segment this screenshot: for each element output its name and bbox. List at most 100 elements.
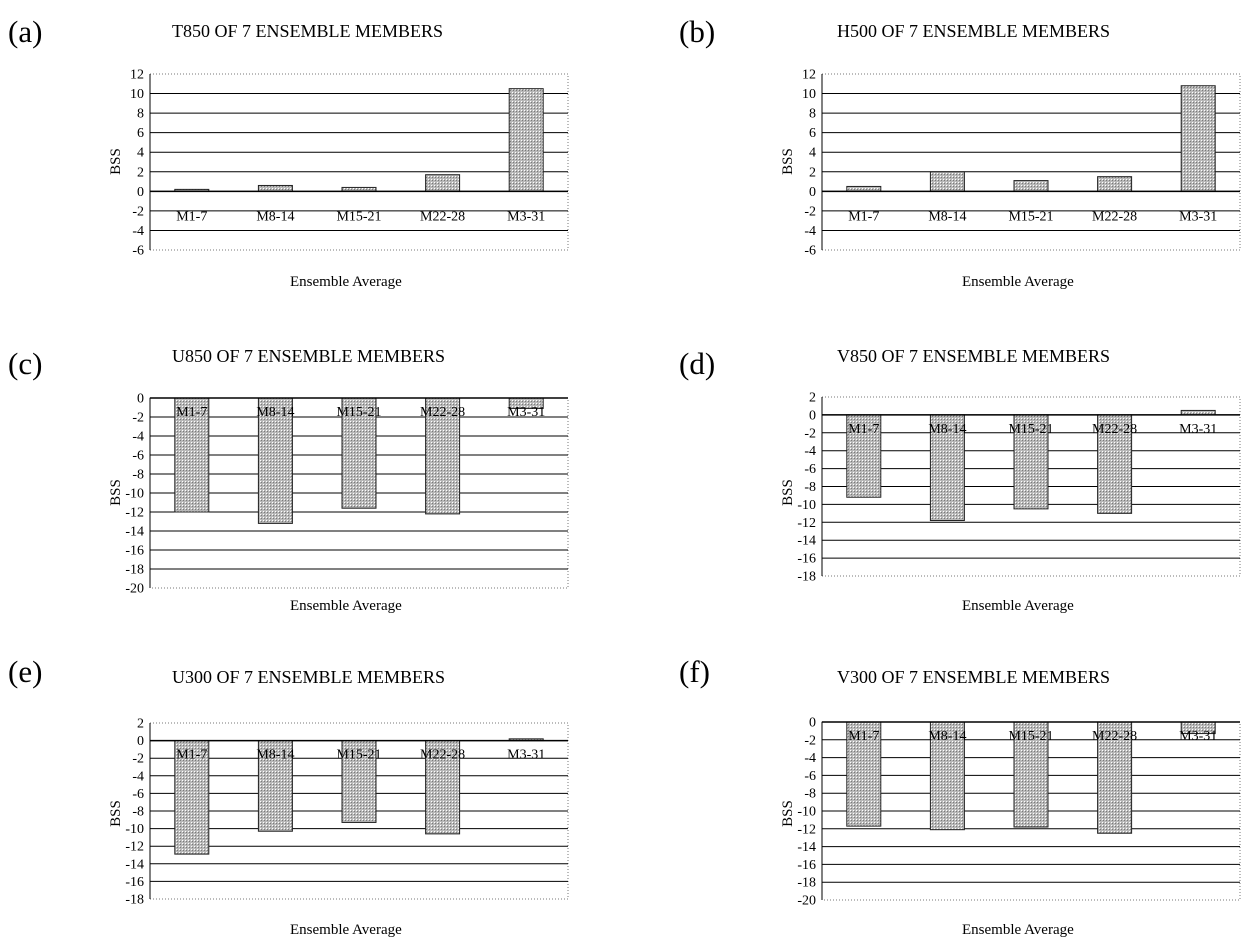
bar	[929, 171, 965, 192]
x-tick-label: M15-21	[336, 748, 381, 763]
y-tick-label: -18	[125, 893, 144, 908]
x-tick-label: M15-21	[1008, 729, 1053, 744]
x-tick-label: M3-31	[507, 748, 545, 763]
panel-f: (f) V300 OF 7 ENSEMBLE MEMBERS BSS 0 -2 -4…	[620, 640, 1241, 940]
bar-chart: 12 10 8 6 4 2 0 -2 -4 -6 M1-7 M8-14 M15-21 M22-28 M3-3…	[802, 68, 1241, 259]
y-tick-label: -2	[804, 733, 816, 748]
x-axis-label: Ensemble Average	[962, 274, 1074, 290]
chart-title: H500 OF 7 ENSEMBLE MEMBERS	[837, 21, 1111, 41]
panel-letter: (a)	[8, 14, 43, 49]
y-tick-label: -6	[804, 244, 816, 259]
y-tick-label: -14	[797, 840, 816, 855]
y-tick-label: 10	[130, 87, 144, 102]
y-tick-label: 8	[809, 107, 816, 122]
y-tick-label: 4	[809, 146, 816, 161]
y-tick-label: -4	[804, 444, 816, 459]
bar-chart: 12 10 8 6 4 2 0 -2 -4 -6 M1-7 M8-14 M15-21 M22-28 M3-3…	[130, 68, 569, 259]
y-tick-label: 12	[130, 68, 144, 83]
y-tick-label: 0	[809, 185, 816, 200]
y-tick-label: -2	[132, 411, 144, 426]
y-tick-label: -12	[125, 840, 144, 855]
panel-e: (e) U300 OF 7 ENSEMBLE MEMBERS BSS 2 0 -2-…	[0, 640, 600, 940]
x-tick-label: M8-14	[256, 405, 294, 420]
x-tick-label: M22-28	[1092, 209, 1137, 224]
x-tick-label: M3-31	[1179, 209, 1217, 224]
y-tick-label: -12	[797, 822, 816, 837]
y-tick-label: -14	[797, 534, 816, 549]
y-tick-label: -4	[132, 224, 144, 239]
x-tick-label: M1-7	[848, 422, 879, 437]
y-tick-label: -16	[125, 875, 144, 890]
bar-chart: 0 -2 -4 -6 -8 -10 -12 -14 -16 -18 -20 M1-7 M8-14 M15-…	[797, 716, 1241, 909]
y-tick-label: -18	[797, 570, 816, 585]
x-tick-label: M8-14	[928, 422, 966, 437]
bar	[1013, 721, 1049, 828]
bar	[1097, 176, 1133, 192]
x-axis-label: Ensemble Average	[962, 922, 1074, 938]
y-tick-label: -4	[804, 224, 816, 239]
panel-letter: (b)	[679, 14, 716, 49]
panel-letter: (d)	[679, 346, 716, 381]
chart-title: U850 OF 7 ENSEMBLE MEMBERS	[172, 346, 446, 366]
y-tick-label: 10	[802, 87, 816, 102]
bar	[1013, 180, 1049, 192]
x-tick-label: M3-31	[1179, 422, 1217, 437]
y-tick-label: -10	[797, 805, 816, 820]
x-axis-label: Ensemble Average	[290, 598, 402, 614]
x-tick-label: M15-21	[336, 405, 381, 420]
y-tick-label: -12	[797, 516, 816, 531]
bar	[425, 174, 461, 192]
x-tick-label: M1-7	[848, 209, 879, 224]
y-tick-label: 6	[809, 126, 816, 141]
y-tick-label: -6	[132, 787, 144, 802]
x-tick-label: M1-7	[176, 748, 207, 763]
y-tick-label: -4	[804, 751, 816, 766]
x-axis-label: Ensemble Average	[290, 274, 402, 290]
panel-letter: (e)	[8, 654, 43, 689]
x-tick-label: M1-7	[848, 729, 879, 744]
panel-c: (c) U850 OF 7 ENSEMBLE MEMBERS BSS 0 -2 -4…	[0, 320, 600, 620]
x-axis-label: Ensemble Average	[962, 598, 1074, 614]
bar	[425, 397, 461, 515]
bar	[929, 414, 965, 522]
y-tick-label: -6	[132, 244, 144, 259]
y-tick-label: -6	[132, 449, 144, 464]
panel-b: (b) H500 OF 7 ENSEMBLE MEMBERS BSS 12 10 8…	[620, 0, 1241, 300]
bar	[341, 397, 377, 509]
y-tick-label: -8	[132, 805, 144, 820]
bar	[425, 740, 461, 835]
bar	[341, 740, 377, 823]
bar	[174, 397, 210, 513]
panel-letter: (c)	[8, 346, 43, 381]
y-tick-label: -2	[804, 426, 816, 441]
x-tick-label: M15-21	[1008, 422, 1053, 437]
y-tick-label: -4	[132, 430, 144, 445]
y-tick-label: -20	[797, 894, 816, 909]
bar	[1097, 721, 1133, 834]
y-tick-label: 4	[137, 146, 144, 161]
y-tick-label: -18	[797, 876, 816, 891]
y-tick-label: -2	[132, 204, 144, 219]
y-tick-label: 0	[137, 392, 144, 407]
x-tick-label: M3-31	[507, 209, 545, 224]
y-tick-label: -10	[125, 487, 144, 502]
bar	[1013, 414, 1049, 510]
x-tick-label: M3-31	[1179, 729, 1217, 744]
x-tick-label: M1-7	[176, 405, 207, 420]
y-tick-label: 12	[802, 68, 816, 83]
x-tick-label: M3-31	[507, 405, 545, 420]
y-tick-label: 2	[137, 717, 144, 732]
bar	[1180, 85, 1216, 192]
y-tick-label: -16	[125, 544, 144, 559]
x-tick-label: M15-21	[336, 209, 381, 224]
x-tick-label: M15-21	[1008, 209, 1053, 224]
bar-chart: 2 0 -2 -4 -6 -8 -10 -12 -14 -16 -18 M1-7 M8-14 M15-21…	[125, 717, 569, 908]
bar-chart: 2 0 -2 -4 -6 -8 -10 -12 -14 -16 -18 M1-7 M8-14 M15-21…	[797, 391, 1241, 585]
y-tick-label: -10	[125, 822, 144, 837]
y-tick-label: -8	[132, 468, 144, 483]
x-tick-label: M8-14	[256, 748, 294, 763]
y-tick-label: 6	[137, 126, 144, 141]
y-tick-label: -20	[125, 582, 144, 597]
y-tick-label: 2	[137, 165, 144, 180]
bar	[1097, 414, 1133, 514]
